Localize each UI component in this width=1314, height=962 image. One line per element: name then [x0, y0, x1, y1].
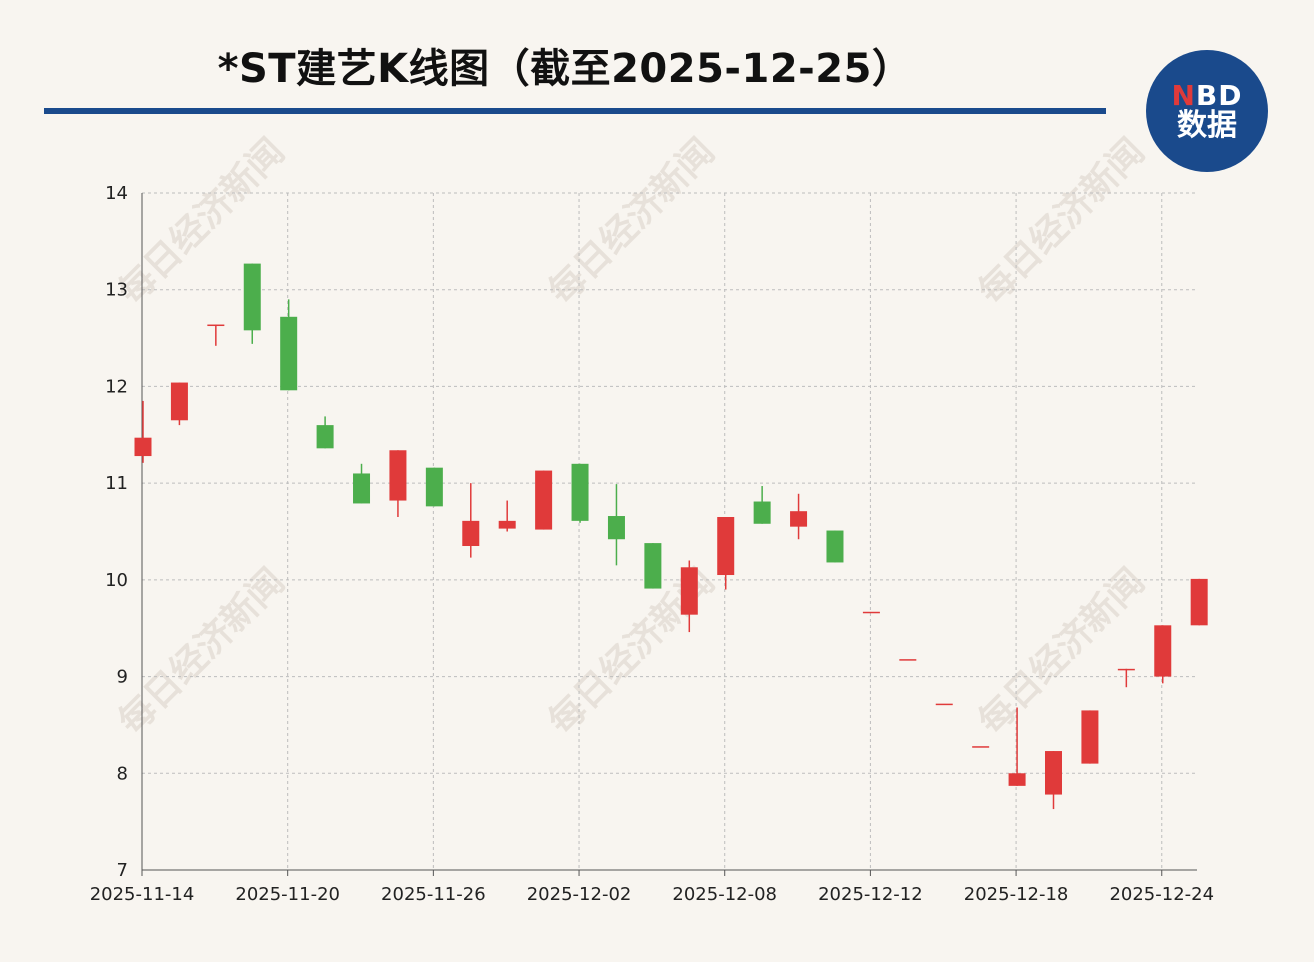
candle-body — [389, 450, 407, 501]
candle-body — [462, 520, 480, 547]
title-underline — [44, 108, 1106, 114]
candle-body — [425, 467, 443, 507]
candle-body — [680, 567, 698, 615]
candle-body — [316, 425, 334, 449]
x-tick-label: 2025-11-20 — [235, 884, 340, 905]
candle-body — [207, 324, 225, 327]
candle-body — [1081, 710, 1099, 764]
candle-body — [899, 659, 917, 661]
x-tick-label: 2025-12-08 — [672, 884, 777, 905]
watermark-text: 每日经济新闻 — [541, 131, 723, 313]
candle-body — [935, 703, 953, 706]
y-tick-label: 10 — [105, 570, 128, 591]
logo-data-text: 数据 — [1177, 107, 1237, 143]
x-tick-label: 2025-12-18 — [964, 884, 1069, 905]
watermark-text: 每日经济新闻 — [111, 561, 293, 743]
y-tick-label: 13 — [105, 280, 128, 301]
watermark-text: 每日经济新闻 — [111, 131, 293, 313]
candle-body — [717, 516, 735, 576]
watermark-text: 每日经济新闻 — [971, 131, 1153, 313]
x-tick-label: 2025-11-26 — [381, 884, 486, 905]
candle-body — [790, 511, 808, 527]
candle-body — [826, 530, 844, 563]
candle-body — [134, 437, 152, 457]
candle-body — [280, 316, 298, 391]
y-tick-label: 7 — [117, 860, 128, 881]
candle-body — [353, 473, 371, 504]
logo-n: N — [1171, 78, 1196, 112]
chart-title: *ST建艺K线图（截至2025-12-25） — [217, 46, 913, 92]
candle-body — [498, 520, 516, 529]
candle-body — [1045, 751, 1062, 795]
candle-body — [972, 746, 990, 748]
x-tick-label: 2025-12-02 — [527, 884, 632, 905]
watermark-text: 每日经济新闻 — [971, 561, 1153, 743]
nbd-logo: NBD 数据 — [1146, 50, 1268, 172]
candle-body — [1190, 578, 1208, 626]
y-tick-label: 11 — [105, 473, 128, 494]
candle-body — [644, 543, 662, 589]
candle-body — [1008, 773, 1026, 786]
candle-body — [535, 470, 553, 530]
candle-body — [607, 516, 625, 540]
y-tick-label: 9 — [117, 667, 128, 688]
candle-body — [862, 611, 880, 614]
candle-body — [243, 263, 261, 331]
candle-body — [571, 463, 589, 521]
x-tick-label: 2025-12-24 — [1109, 884, 1214, 905]
x-tick-label: 2025-11-14 — [90, 884, 195, 905]
x-tick-label: 2025-12-12 — [818, 884, 923, 905]
y-tick-label: 14 — [105, 183, 128, 204]
candle-body — [1154, 625, 1172, 677]
y-tick-label: 12 — [105, 376, 128, 397]
candle-body — [170, 382, 188, 421]
y-tick-label: 8 — [117, 763, 128, 784]
candle-body — [1117, 668, 1135, 671]
logo-bd: BD — [1195, 78, 1243, 112]
candle-body — [753, 501, 771, 524]
